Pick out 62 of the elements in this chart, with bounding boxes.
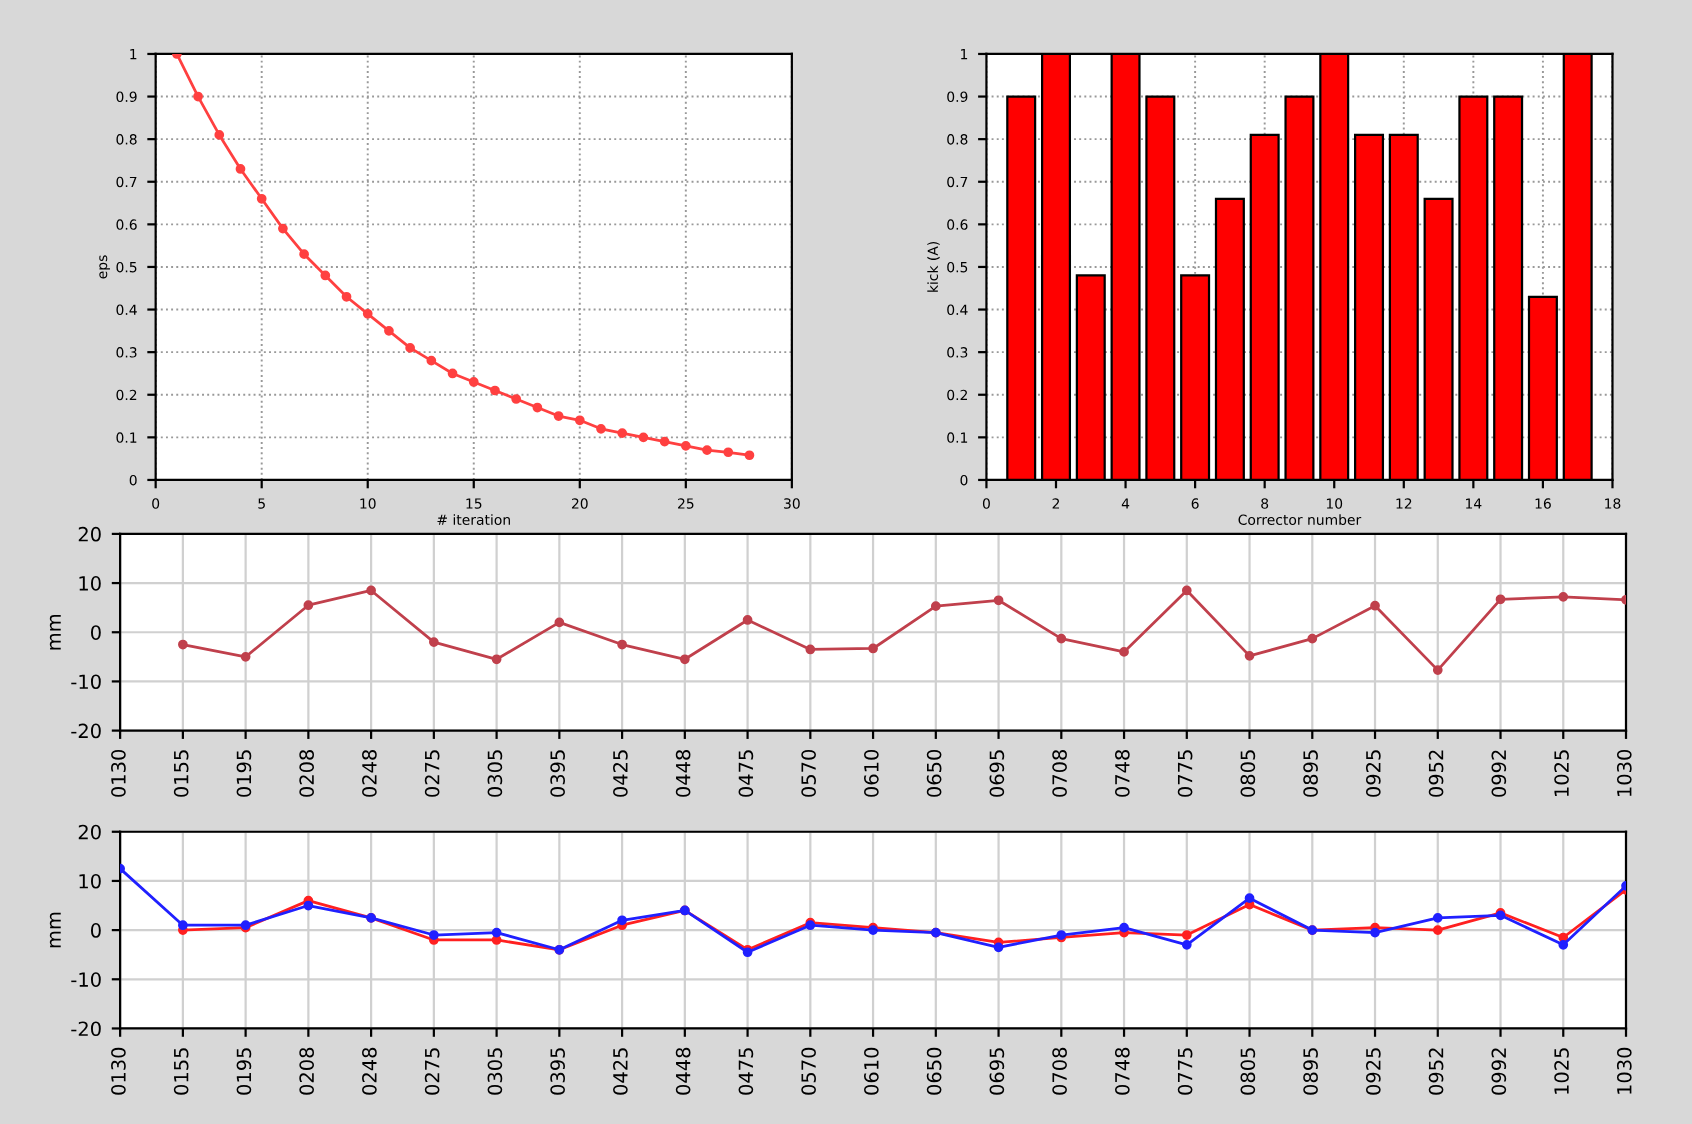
x-tick-label: 0395 [550,1048,565,1095]
x-tick-label: 0895 [1303,1048,1318,1095]
x-tick-label: 0708 [1052,1047,1067,1095]
x-tick-label: 0395 [550,750,565,797]
y-tick-label: -20 [71,723,101,739]
x-tick-label: 0895 [1303,750,1318,797]
y-tick-label: -20 [71,1021,101,1037]
x-tick-label: 0708 [1052,749,1067,797]
y-tick-label: 0 [90,625,101,640]
x-tick-label: 1025 [1554,750,1569,797]
x-tick-label: 0992 [1491,750,1507,797]
x-tick-label: 0775 [1177,750,1193,797]
x-tick-label: 0952 [1428,750,1444,797]
y-axis-title: mm [49,614,61,650]
y-tick-label: 10 [79,873,101,889]
x-tick-label: 0448 [675,749,691,797]
y-tick-label: -10 [71,674,101,690]
x-tick-label: 0195 [236,1048,252,1095]
x-tick-label: 1030 [1616,1047,1632,1094]
x-tick-label: 0195 [236,750,252,797]
y-tick-label: 20 [78,824,101,840]
x-tick-label: 1025 [1554,1048,1569,1094]
x-tick-label: 0155 [173,1048,189,1095]
x-tick-label: 0805 [1240,750,1256,797]
x-tick-label: 0775 [1177,1048,1193,1095]
x-tick-label: 0570 [801,1047,816,1095]
y-axis-title: mm [49,912,61,948]
x-tick-label: 0475 [738,1048,754,1095]
x-tick-label: 0248 [362,1047,377,1095]
x-tick-label: 0695 [989,1048,1005,1095]
x-tick-label: 0275 [424,750,440,797]
x-tick-label: 0570 [801,749,816,797]
x-tick-label: 0748 [1114,749,1130,797]
x-tick-label: 0695 [989,750,1005,797]
x-tick-label: 0425 [613,1048,628,1095]
x-tick-label: 0992 [1491,1048,1507,1095]
y-tick-label: 20 [78,526,101,542]
x-tick-label: 1030 [1616,749,1632,797]
y-tick-label: -10 [71,972,101,987]
x-tick-label: 0130 [111,749,126,797]
x-tick-label: 0748 [1114,1047,1130,1095]
x-tick-label: 0425 [613,750,628,797]
x-tick-label: 0208 [299,1047,315,1095]
x-tick-label: 0650 [926,1047,942,1095]
y-tick-label: 0 [90,923,101,938]
x-tick-label: 0650 [926,749,942,797]
x-tick-label: 0610 [864,749,879,797]
x-tick-label: 0208 [299,749,315,797]
x-tick-label: 0305 [487,1048,503,1095]
x-tick-label: 0130 [111,1047,126,1095]
x-tick-label: 0610 [864,1047,879,1095]
x-tick-label: 0925 [1365,1048,1381,1095]
y-tick-label: 10 [79,576,101,591]
x-tick-label: 0305 [487,750,503,797]
x-tick-label: 0448 [675,1047,691,1095]
x-tick-label: 0275 [424,1048,440,1095]
x-tick-label: 0475 [738,750,754,797]
x-tick-label: 0155 [173,750,189,797]
x-tick-label: 0952 [1428,1048,1444,1095]
x-tick-label: 0248 [362,749,377,797]
x-tick-label: 0925 [1365,750,1381,797]
x-tick-label: 0805 [1240,1048,1256,1095]
